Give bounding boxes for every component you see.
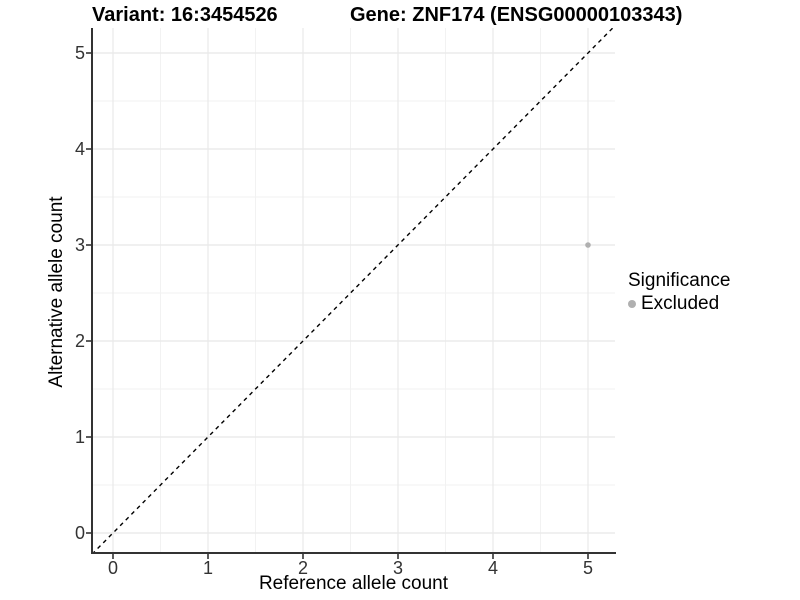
- identity-reference-line: [92, 28, 614, 554]
- grid-minor: [92, 28, 615, 553]
- y-tick-label-1: 1: [74, 427, 85, 447]
- y-tick-label-3: 3: [74, 235, 85, 255]
- grid-major: [92, 28, 615, 553]
- axis-lines: [91, 28, 616, 554]
- axis-tick-marks: [86, 52, 589, 559]
- y-tick-label-2: 2: [74, 331, 85, 351]
- y-axis-title: Alternative allele count: [46, 196, 67, 388]
- plot-title-gene: Gene: ZNF174 (ENSG00000103343): [350, 4, 683, 26]
- x-tick-label-0: 0: [107, 558, 118, 578]
- excluded-marker-icon: [628, 300, 636, 308]
- legend: Significance Excluded: [628, 270, 730, 315]
- x-tick-label-1: 1: [202, 558, 213, 578]
- legend-title: Significance: [628, 270, 731, 291]
- x-tick-label-5: 5: [582, 558, 593, 578]
- y-tick-label-5: 5: [74, 43, 85, 63]
- x-tick-label-2: 2: [297, 558, 308, 578]
- data-point-excluded: [585, 242, 591, 248]
- x-tick-label-3: 3: [392, 558, 403, 578]
- y-tick-label-4: 4: [74, 139, 85, 159]
- plot-title-variant: Variant: 16:3454526: [92, 4, 278, 26]
- x-axis-title: Reference allele count: [258, 573, 449, 594]
- legend-item-excluded: Excluded: [628, 293, 730, 315]
- x-tick-label-4: 4: [487, 558, 498, 578]
- y-tick-label-0: 0: [74, 523, 85, 543]
- legend-item-label: Excluded: [641, 293, 720, 314]
